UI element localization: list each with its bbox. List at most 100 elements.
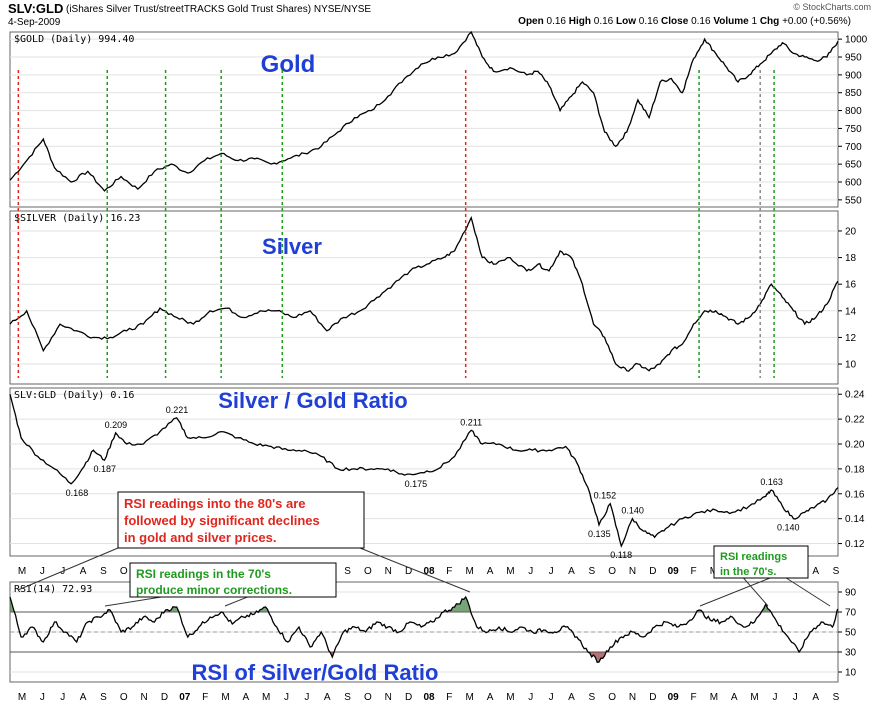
y-tick-label: 950	[845, 53, 862, 64]
month-tick-label: O	[364, 692, 372, 703]
month-tick-label: F	[446, 692, 452, 703]
month-tick-label: M	[262, 692, 270, 703]
data-label: 0.209	[105, 420, 128, 430]
data-label: 0.140	[621, 506, 644, 516]
chart-security-name: (iShares Silver Trust/streetTRACKS Gold …	[66, 4, 372, 15]
y-tick-label: 70	[845, 608, 857, 619]
month-tick-label: 09	[668, 566, 680, 577]
y-tick-label: 10	[845, 360, 857, 371]
month-tick-label: O	[364, 566, 372, 577]
y-tick-label: 0.22	[845, 415, 865, 426]
y-tick-label: 0.20	[845, 440, 865, 451]
note-connector	[779, 573, 831, 607]
note-connector	[739, 573, 769, 607]
green-note-left-text: produce minor corrections.	[136, 583, 292, 597]
month-tick-label: O	[608, 566, 616, 577]
panel-legend: $SILVER (Daily) 16.23	[14, 213, 140, 224]
month-tick-label: D	[649, 692, 656, 703]
panel-legend: RSI(14) 72.93	[14, 584, 92, 595]
month-tick-label: J	[284, 692, 289, 703]
volume-value: 1	[751, 16, 758, 27]
month-tick-label: A	[243, 692, 250, 703]
panel-frame-2	[9, 210, 839, 385]
red-note-text: RSI readings into the 80's are	[124, 496, 306, 511]
month-tick-label: D	[405, 692, 412, 703]
panel-frame-1	[9, 31, 839, 208]
green-note-left-text: RSI readings in the 70's	[136, 567, 271, 581]
month-tick-label: 08	[423, 566, 435, 577]
data-label: 0.168	[66, 488, 89, 498]
panel-title: Gold	[261, 51, 316, 78]
series-line-1	[9, 30, 839, 192]
month-tick-label: A	[568, 566, 575, 577]
panel-frame-3	[9, 387, 839, 557]
green-note-right-text: RSI readings	[720, 551, 787, 563]
y-tick-label: 700	[845, 142, 862, 153]
y-tick-label: 0.12	[845, 539, 865, 550]
month-tick-label: N	[629, 692, 636, 703]
month-tick-label: A	[80, 692, 87, 703]
month-tick-label: M	[466, 692, 474, 703]
y-tick-label: 650	[845, 160, 862, 171]
month-tick-label: N	[385, 692, 392, 703]
close-label: Close	[661, 16, 689, 27]
red-note-box	[117, 491, 365, 549]
data-label: 0.135	[588, 529, 611, 539]
month-tick-label: J	[528, 566, 533, 577]
green-note-left-box	[129, 562, 337, 598]
month-tick-label: A	[812, 566, 819, 577]
y-tick-label: 600	[845, 178, 862, 189]
month-tick-label: D	[405, 566, 412, 577]
chart-date: 4-Sep-2009	[8, 17, 61, 28]
green-note-right-text: in the 70's.	[720, 566, 776, 578]
month-tick-label: 08	[423, 692, 435, 703]
data-label: 0.140	[777, 523, 800, 533]
month-tick-label: M	[221, 692, 229, 703]
panel-title: Silver / Gold Ratio	[218, 388, 407, 413]
month-tick-label: F	[690, 566, 696, 577]
note-connector	[699, 573, 781, 607]
month-tick-label: J	[549, 692, 554, 703]
month-tick-label: M	[710, 692, 718, 703]
y-tick-label: 550	[845, 195, 862, 206]
month-tick-label: N	[629, 566, 636, 577]
month-tick-label: N	[140, 692, 147, 703]
red-note-text: followed by significant declines	[124, 513, 320, 528]
note-connector	[359, 547, 471, 593]
month-tick-label: O	[120, 692, 128, 703]
month-tick-label: D	[161, 692, 168, 703]
y-tick-label: 900	[845, 70, 862, 81]
month-tick-label: A	[812, 692, 819, 703]
month-tick-label: J	[40, 566, 45, 577]
stockcharts-credit: © StockCharts.com	[793, 2, 871, 12]
series-line-3	[9, 394, 839, 548]
data-label: 0.211	[460, 417, 482, 427]
month-tick-label: S	[588, 692, 595, 703]
volume-label: Volume	[713, 16, 749, 27]
y-tick-label: 1000	[845, 35, 868, 46]
green-note-right-box	[713, 545, 809, 579]
y-tick-label: 90	[845, 588, 857, 599]
month-tick-label: J	[60, 692, 65, 703]
month-tick-label: M	[466, 566, 474, 577]
data-label: 0.163	[760, 477, 783, 487]
month-tick-label: S	[100, 692, 107, 703]
y-tick-label: 14	[845, 306, 857, 317]
open-label: Open	[518, 16, 544, 27]
month-tick-label: O	[608, 692, 616, 703]
month-tick-label: M	[506, 692, 514, 703]
month-tick-label: J	[549, 566, 554, 577]
data-label: 0.118	[610, 550, 632, 560]
month-tick-label: O	[120, 566, 128, 577]
month-tick-label: J	[772, 692, 777, 703]
series-line-2	[9, 215, 839, 372]
month-tick-label: M	[18, 692, 26, 703]
y-tick-label: 20	[845, 226, 857, 237]
month-tick-label: M	[750, 692, 758, 703]
panel-legend: SLV:GLD (Daily) 0.16	[14, 390, 134, 401]
close-value: 0.16	[691, 16, 711, 27]
y-tick-label: 16	[845, 280, 857, 291]
y-tick-label: 850	[845, 88, 862, 99]
data-label: 0.175	[405, 479, 428, 489]
month-tick-label: S	[833, 566, 840, 577]
